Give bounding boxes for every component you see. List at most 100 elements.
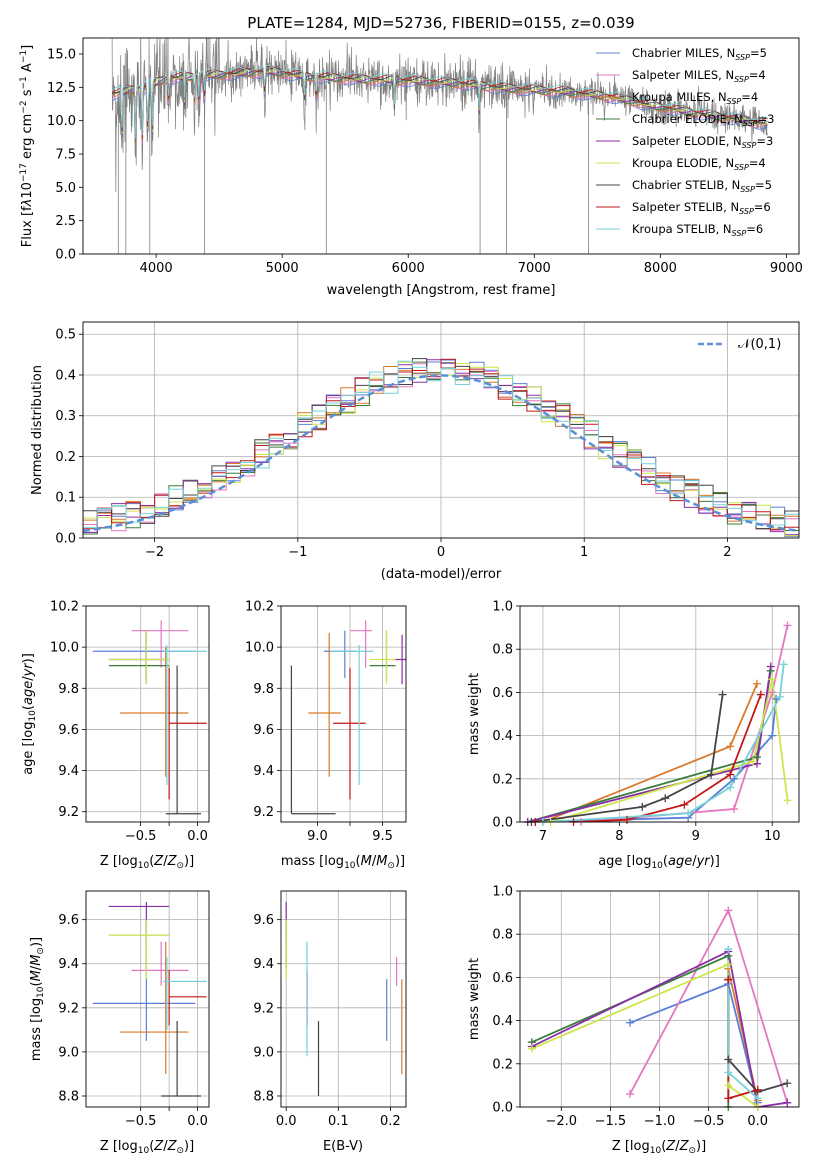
- mw-age-y-tick-label: 0.4: [492, 729, 513, 744]
- residual-y-label: Normed distribution: [30, 365, 45, 495]
- age-z-y-tick-label: 9.6: [58, 723, 79, 738]
- mass-z-frame: [85, 890, 210, 1108]
- residual-x-ticks: −2 −1 0 1 2: [145, 538, 732, 560]
- clip-region: [111, 38, 768, 254]
- mw-z-salpeter-elodie-line: [531, 950, 788, 1107]
- mass-ebv-x-tick-label: 0.1: [328, 1114, 349, 1129]
- mw-z-y-tick-label: 0.2: [492, 1057, 513, 1072]
- legend-label-kroupa-elodie: Kroupa ELODIE, NSSP=4: [632, 156, 766, 172]
- mw-z-x-tick-label: −1.5: [595, 1114, 627, 1129]
- age-mass-x-tick-label: 9.5: [372, 829, 393, 844]
- mass-z-grid: [86, 891, 209, 1107]
- spectrum-plot-area: [111, 38, 768, 254]
- mass-vs-ebv-panel: 0.0 0.1 0.2 8.8 9.0 9.2 9.4 9.6 E(B-V): [253, 890, 407, 1154]
- age-z-y-tick-label: 10.2: [50, 600, 79, 615]
- mw-z-kroupa-elodie-marker: [724, 960, 733, 969]
- clip-region: [290, 620, 406, 815]
- mass-vs-metallicity-panel: −0.5 0.0 8.8 9.0 9.2 9.4 9.6 Z [log10(Z/Z⊙)] mas…: [29, 890, 210, 1156]
- mw-age-y-label: mass weight: [467, 673, 482, 755]
- spectrum-x-tick-label: 7000: [518, 261, 551, 276]
- mw-age-kroupa-stelib-marker: [779, 660, 788, 669]
- mw-age-chabrier-stelib-marker: [661, 794, 670, 803]
- spectrum-y-tick-label: 10.0: [47, 114, 76, 129]
- age-z-x-label: Z [log10(Z/Z⊙)]: [100, 854, 194, 871]
- age-mass-y-tick-label: 9.2: [253, 805, 274, 820]
- residual-y-tick-label: 0.1: [55, 491, 76, 506]
- spectrum-y-tick-label: 12.5: [47, 81, 76, 96]
- figure-title: PLATE=1284, MJD=52736, FIBERID=0155, z=0…: [247, 14, 634, 32]
- spectrum-panel: PLATE=1284, MJD=52736, FIBERID=0155, z=0…: [19, 14, 803, 298]
- mw-z-kroupa-elodie-marker: [527, 1044, 536, 1053]
- mw-age-y-tick-label: 0.0: [492, 816, 513, 831]
- mass-z-x-label: Z [log10(Z/Z⊙)]: [100, 1139, 194, 1156]
- mw-z-salpeter-miles-marker: [724, 906, 733, 915]
- mw-z-y-label: mass weight: [467, 958, 482, 1040]
- mw-z-y-tick-label: 0.8: [492, 928, 513, 943]
- mass-ebv-x-tick-label: 0.2: [380, 1114, 401, 1129]
- spectrum-legend: Chabrier MILES, NSSP=5 Salpeter MILES, NS…: [596, 46, 774, 238]
- mw-z-y-tick-label: 1.0: [492, 885, 513, 900]
- mw-age-kroupa-stelib-marker: [775, 692, 784, 701]
- mw-age-salpeter-miles-marker: [730, 805, 739, 814]
- clip-region: [527, 625, 789, 822]
- mass-z-y-tick-label: 9.2: [58, 1001, 79, 1016]
- normal-distribution-curve: [83, 374, 799, 533]
- spectrum-y-tick-label: 15.0: [47, 48, 76, 63]
- legend-label-salpeter-miles: Salpeter MILES, NSSP=4: [632, 68, 766, 84]
- mw-age-x-tick-label: 10: [764, 829, 781, 844]
- mw-z-y-tick-label: 0.4: [492, 1014, 513, 1029]
- mass-ebv-y-tick-label: 9.2: [253, 1001, 274, 1016]
- spectrum-x-tick-label: 6000: [392, 261, 425, 276]
- mw-age-kroupa-elodie-marker: [749, 757, 758, 766]
- spectrum-x-tick-label: 8000: [644, 261, 677, 276]
- mass-z-y-tick-label: 9.6: [58, 913, 79, 928]
- mw-z-chabrier-stelib-marker: [724, 1055, 733, 1064]
- gauss-legend-label: 𝒩(0,1): [738, 337, 781, 352]
- mw-age-frame: [519, 605, 800, 823]
- spectrum-y-tick-label: 7.5: [55, 148, 76, 163]
- spectrum-y-ticks: 0.0 2.5 5.0 7.5 10.0 12.5 15.0: [47, 48, 83, 263]
- clip-region: [285, 902, 403, 1096]
- residual-y-tick-label: 0.4: [55, 368, 76, 383]
- mw-age-salpeter-stelib-line: [535, 694, 762, 822]
- model-kroupa-stelib-line: [111, 64, 768, 139]
- mw-age-y-tick-label: 0.6: [492, 686, 513, 701]
- age-z-y-tick-label: 9.8: [58, 682, 79, 697]
- mw-age-salpeter-stelib-marker: [623, 815, 632, 824]
- mw-z-salpeter-miles-marker: [626, 1090, 635, 1099]
- mw-age-kroupa-elodie-marker: [783, 796, 792, 805]
- mw-z-chabrier-stelib-marker: [783, 1079, 792, 1088]
- residual-plot-area: [83, 322, 799, 539]
- mw-age-chabrier-stelib-line: [531, 694, 724, 822]
- mass-weight-vs-metallicity-panel: −2.0 −1.5 −1.0 −0.5 0.0 0.0 0.2 0.4 0.6 0.8 1.0 mas…: [467, 885, 800, 1156]
- mw-z-x-label: Z [log10(Z/Z⊙)]: [612, 1139, 706, 1156]
- mw-z-x-tick-label: −2.0: [545, 1114, 577, 1129]
- mw-z-salpeter-stelib-marker: [724, 1094, 733, 1103]
- mw-z-grid: [520, 890, 799, 1108]
- mass-ebv-y-tick-label: 9.4: [253, 957, 274, 972]
- mw-z-kroupa-stelib-marker: [724, 1068, 733, 1077]
- mass-ebv-y-tick-label: 9.0: [253, 1045, 274, 1060]
- mw-age-kroupa-miles-marker: [752, 679, 761, 688]
- spectrum-x-tick-label: 4000: [140, 261, 173, 276]
- spectrum-x-tick-label: 9000: [770, 261, 803, 276]
- mw-z-x-tick-label: −0.5: [693, 1114, 725, 1129]
- mw-age-salpeter-stelib-marker: [726, 770, 735, 779]
- mw-z-y-tick-label: 0.6: [492, 971, 513, 986]
- residual-x-tick-label: 1: [580, 545, 588, 560]
- mw-age-y-tick-label: 0.8: [492, 643, 513, 658]
- mw-z-salpeter-stelib-marker: [724, 975, 733, 984]
- mw-age-x-label: age [log10(age/yr)]: [598, 854, 720, 871]
- mw-age-salpeter-stelib-marker: [756, 690, 765, 699]
- legend-label-kroupa-stelib: Kroupa STELIB, NSSP=6: [632, 222, 763, 238]
- clip-region: [83, 358, 799, 538]
- residual-y-tick-label: 0.3: [55, 409, 76, 424]
- mass-z-y-tick-label: 8.8: [58, 1089, 79, 1104]
- age-mass-grid: [281, 605, 406, 822]
- age-vs-metallicity-panel: −0.5 0.0 9.2 9.4 9.6 9.8 10.0 10.2 Z [log10(Z/Z⊙…: [21, 600, 210, 871]
- residual-x-tick-label: −1: [288, 545, 307, 560]
- residual-y-tick-label: 0.2: [55, 450, 76, 465]
- legend-label-chabrier-stelib: Chabrier STELIB, NSSP=5: [632, 178, 772, 194]
- age-z-y-tick-label: 9.4: [58, 764, 79, 779]
